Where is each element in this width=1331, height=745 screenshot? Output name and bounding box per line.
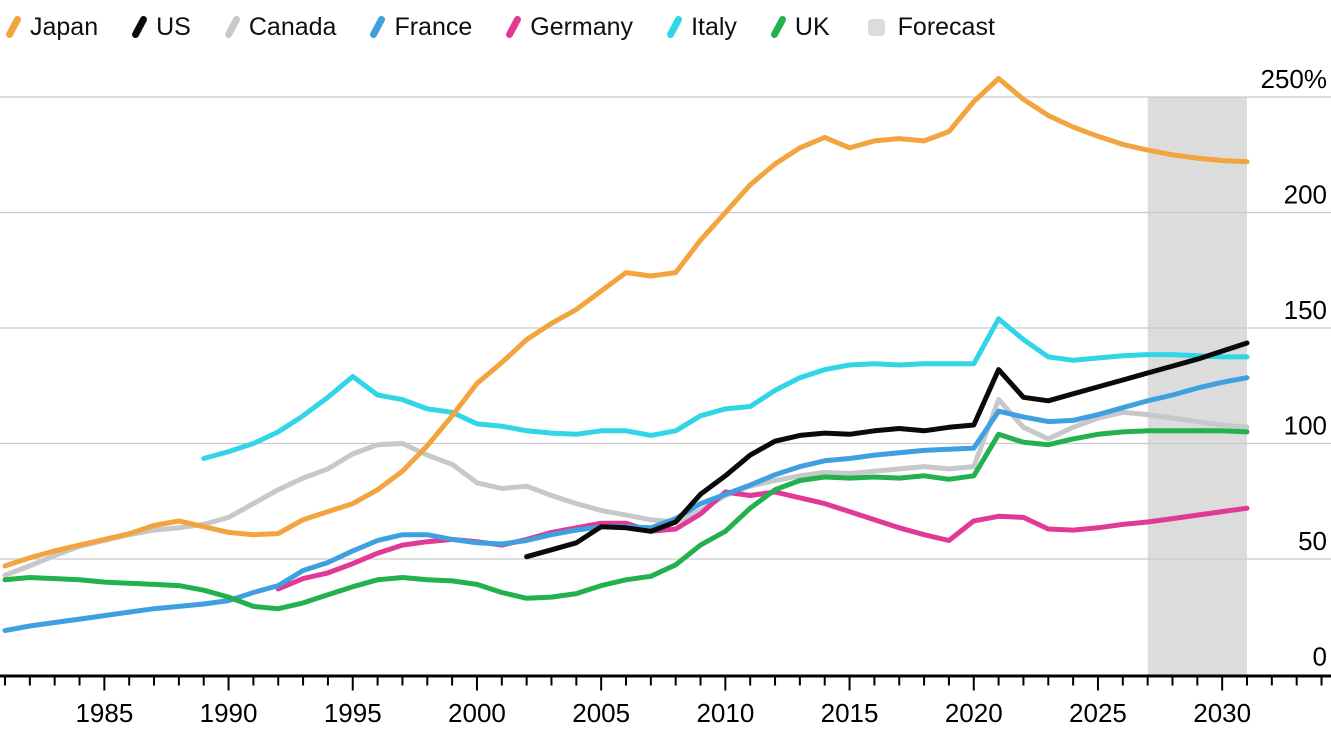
series-line-us bbox=[524, 340, 1250, 560]
legend-item-uk[interactable]: UK bbox=[769, 12, 830, 41]
series-line-france bbox=[2, 375, 1250, 634]
x-tick-label-1995: 1995 bbox=[324, 698, 382, 728]
y-tick-label-0: 0 bbox=[1313, 642, 1327, 672]
series-line-uk bbox=[2, 428, 1250, 612]
legend-label: Forecast bbox=[897, 12, 995, 41]
x-tick-label-1985: 1985 bbox=[75, 698, 133, 728]
legend-item-germany[interactable]: Germany bbox=[505, 12, 634, 41]
legend-item-forecast[interactable]: Forecast bbox=[867, 12, 995, 41]
x-tick-label-2005: 2005 bbox=[572, 698, 630, 728]
legend-item-italy[interactable]: Italy bbox=[665, 12, 737, 41]
x-tick-label-2025: 2025 bbox=[1069, 698, 1127, 728]
legend-item-france[interactable]: France bbox=[369, 12, 473, 41]
x-tick-label-2015: 2015 bbox=[821, 698, 879, 728]
series-line-italy bbox=[201, 316, 1250, 461]
line-slash-icon bbox=[665, 14, 684, 40]
legend-item-us[interactable]: US bbox=[130, 12, 191, 41]
x-tick-label-2010: 2010 bbox=[696, 698, 754, 728]
line-slash-icon bbox=[505, 14, 523, 40]
line-slash-icon bbox=[769, 14, 788, 40]
line-slash-icon bbox=[369, 14, 387, 40]
legend-label: Germany bbox=[530, 12, 634, 41]
series-line-japan bbox=[2, 76, 1250, 569]
legend-item-japan[interactable]: Japan bbox=[4, 12, 99, 41]
y-tick-label-200: 200 bbox=[1284, 180, 1327, 210]
band-square-icon bbox=[867, 18, 885, 36]
series-line-canada bbox=[2, 397, 1250, 578]
x-tick-label-1990: 1990 bbox=[200, 698, 258, 728]
legend-label: France bbox=[394, 12, 473, 41]
legend-label: US bbox=[156, 12, 191, 41]
series-line-germany bbox=[275, 489, 1250, 592]
y-tick-label-150: 150 bbox=[1284, 295, 1327, 325]
legend-label: Japan bbox=[30, 12, 99, 41]
legend: Japan US Canada France Germany Italy UK Forecas… bbox=[4, 8, 1331, 46]
legend-label: Canada bbox=[248, 12, 337, 41]
y-tick-label-50: 50 bbox=[1298, 526, 1327, 556]
y-tick-label-100: 100 bbox=[1284, 411, 1327, 441]
x-tick-label-2020: 2020 bbox=[945, 698, 1003, 728]
line-slash-icon bbox=[130, 14, 149, 40]
x-tick-label-2000: 2000 bbox=[448, 698, 506, 728]
y-tick-label-250: 250% bbox=[1261, 64, 1328, 94]
legend-label: Italy bbox=[691, 12, 737, 41]
x-tick-label-2030: 2030 bbox=[1193, 698, 1251, 728]
legend-item-canada[interactable]: Canada bbox=[223, 12, 337, 41]
legend-label: UK bbox=[794, 12, 830, 41]
line-slash-icon bbox=[223, 14, 242, 40]
